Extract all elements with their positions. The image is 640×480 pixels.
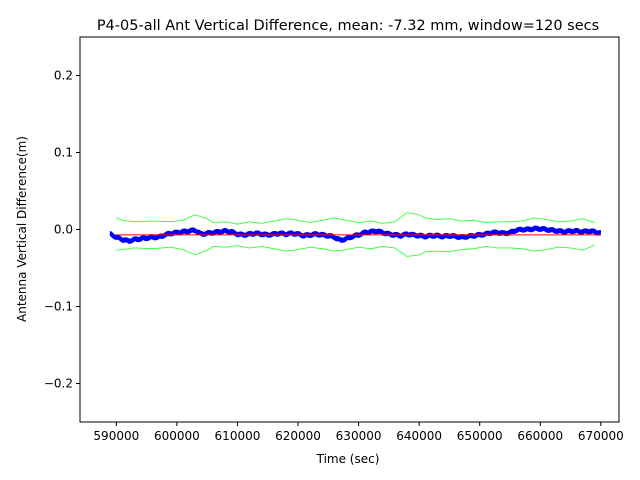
y-axis-title: Antenna Vertical Difference(m) — [15, 136, 29, 322]
series-layer — [109, 212, 602, 257]
y-tick-label: −0.1 — [44, 300, 73, 314]
series-line — [116, 212, 595, 225]
chart-title: P4-05-all Ant Vertical Difference, mean:… — [97, 18, 599, 34]
x-tick-label: 650000 — [457, 429, 503, 443]
lower-bound-line — [116, 244, 595, 257]
upper-bound-line — [116, 212, 595, 225]
y-axis: −0.2 −0.1 0.0 0.1 0.2 — [44, 69, 80, 391]
y-tick-label: 0.1 — [54, 146, 73, 160]
x-axis-title: Time (sec) — [316, 452, 380, 466]
y-tick-label: −0.2 — [44, 377, 73, 391]
x-tick-label: 590000 — [93, 429, 139, 443]
series-line — [116, 244, 595, 257]
x-tick-label: 610000 — [215, 429, 261, 443]
x-tick-label: 630000 — [336, 429, 382, 443]
x-tick-label: 620000 — [275, 429, 321, 443]
x-tick-label: 600000 — [154, 429, 200, 443]
x-axis: 590000 600000 610000 620000 630000 640000 6500… — [93, 422, 624, 443]
x-tick-label: 670000 — [578, 429, 624, 443]
x-tick-label: 660000 — [517, 429, 563, 443]
y-tick-label: 0.2 — [54, 69, 73, 83]
y-tick-label: 0.0 — [54, 223, 73, 237]
x-tick-label: 640000 — [396, 429, 442, 443]
